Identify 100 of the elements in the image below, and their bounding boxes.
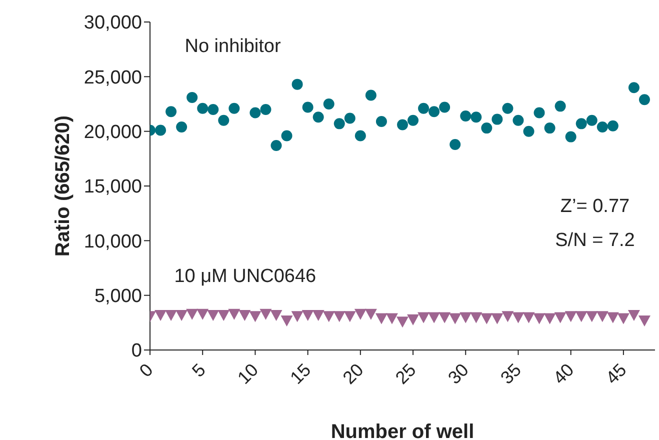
point <box>628 310 640 322</box>
point <box>197 102 208 114</box>
point <box>575 311 588 322</box>
x-tick-label: 15 <box>286 360 315 388</box>
point <box>512 114 524 126</box>
point <box>344 311 356 322</box>
point <box>176 310 188 322</box>
point <box>617 313 630 324</box>
point <box>544 122 556 134</box>
point <box>344 112 356 124</box>
point <box>365 90 376 101</box>
point <box>364 308 377 320</box>
series-label: 10 μM UNC0646 <box>174 266 316 287</box>
point <box>428 312 440 324</box>
annotation: S/N = 7.2 <box>555 230 635 251</box>
point <box>354 130 366 142</box>
y-tick-label: 30,000 <box>84 12 142 34</box>
y-tick-label: 10,000 <box>84 231 142 252</box>
point <box>250 107 261 118</box>
point <box>270 310 282 322</box>
point <box>196 308 209 320</box>
point <box>207 310 220 322</box>
point <box>491 313 504 324</box>
point <box>407 314 420 326</box>
point <box>502 311 514 322</box>
point <box>522 312 535 324</box>
point <box>418 312 430 324</box>
point <box>218 310 230 322</box>
x-tick-label: 5 <box>188 360 210 381</box>
point <box>312 310 324 322</box>
x-tick-label: 35 <box>496 360 526 388</box>
point <box>565 131 576 142</box>
x-tick-label: 25 <box>392 360 420 388</box>
point <box>439 102 450 113</box>
point <box>322 311 335 322</box>
point <box>386 313 398 324</box>
point <box>438 312 451 324</box>
point <box>586 114 598 126</box>
point <box>576 118 587 130</box>
point <box>408 114 419 126</box>
x-tick-label: 45 <box>602 360 630 388</box>
point <box>333 311 346 322</box>
x-tick-label: 20 <box>338 360 368 388</box>
point <box>428 106 440 118</box>
point <box>165 310 178 322</box>
point <box>312 112 324 123</box>
point <box>481 122 492 134</box>
point <box>154 310 167 322</box>
point <box>586 311 598 322</box>
point <box>460 312 472 324</box>
point <box>260 308 272 320</box>
point <box>638 315 650 326</box>
series-label: No inhibitor <box>184 36 282 57</box>
point <box>302 102 314 113</box>
x-tick-label: 40 <box>549 360 578 388</box>
point <box>270 140 282 152</box>
point <box>354 308 366 320</box>
point <box>502 102 514 114</box>
y-tick-label: 15,000 <box>84 176 142 198</box>
point <box>228 102 240 114</box>
point <box>323 98 334 110</box>
point <box>449 313 462 324</box>
point <box>512 312 524 324</box>
point <box>544 313 556 324</box>
point <box>450 138 461 150</box>
point <box>238 310 251 322</box>
point <box>334 118 345 130</box>
point <box>376 116 387 127</box>
point <box>492 114 503 125</box>
point <box>480 313 493 324</box>
point <box>523 126 534 137</box>
point <box>228 308 240 320</box>
point <box>281 130 292 142</box>
point <box>280 315 293 326</box>
point <box>470 312 482 324</box>
point <box>302 310 314 322</box>
point <box>155 124 166 136</box>
y-tick-label: 25,000 <box>84 67 142 88</box>
point <box>596 121 608 132</box>
point <box>249 311 262 322</box>
point <box>375 313 388 324</box>
point <box>460 110 472 122</box>
point <box>218 114 230 126</box>
point <box>606 312 619 324</box>
point <box>596 311 608 322</box>
point <box>607 120 618 132</box>
y-tick-label: 5,000 <box>94 286 142 308</box>
x-axis-title: Number of well <box>330 421 474 440</box>
point <box>418 102 430 114</box>
point <box>533 313 546 324</box>
point <box>186 92 198 103</box>
point <box>534 107 545 118</box>
point <box>186 308 198 320</box>
x-tick-label: 30 <box>444 360 472 388</box>
y-tick-label: 20,000 <box>84 122 142 144</box>
point <box>396 316 408 328</box>
x-tick-label: 0 <box>136 360 157 381</box>
point <box>554 100 566 112</box>
point <box>638 94 650 106</box>
y-axis-title: Ratio (665/620) <box>52 115 74 257</box>
